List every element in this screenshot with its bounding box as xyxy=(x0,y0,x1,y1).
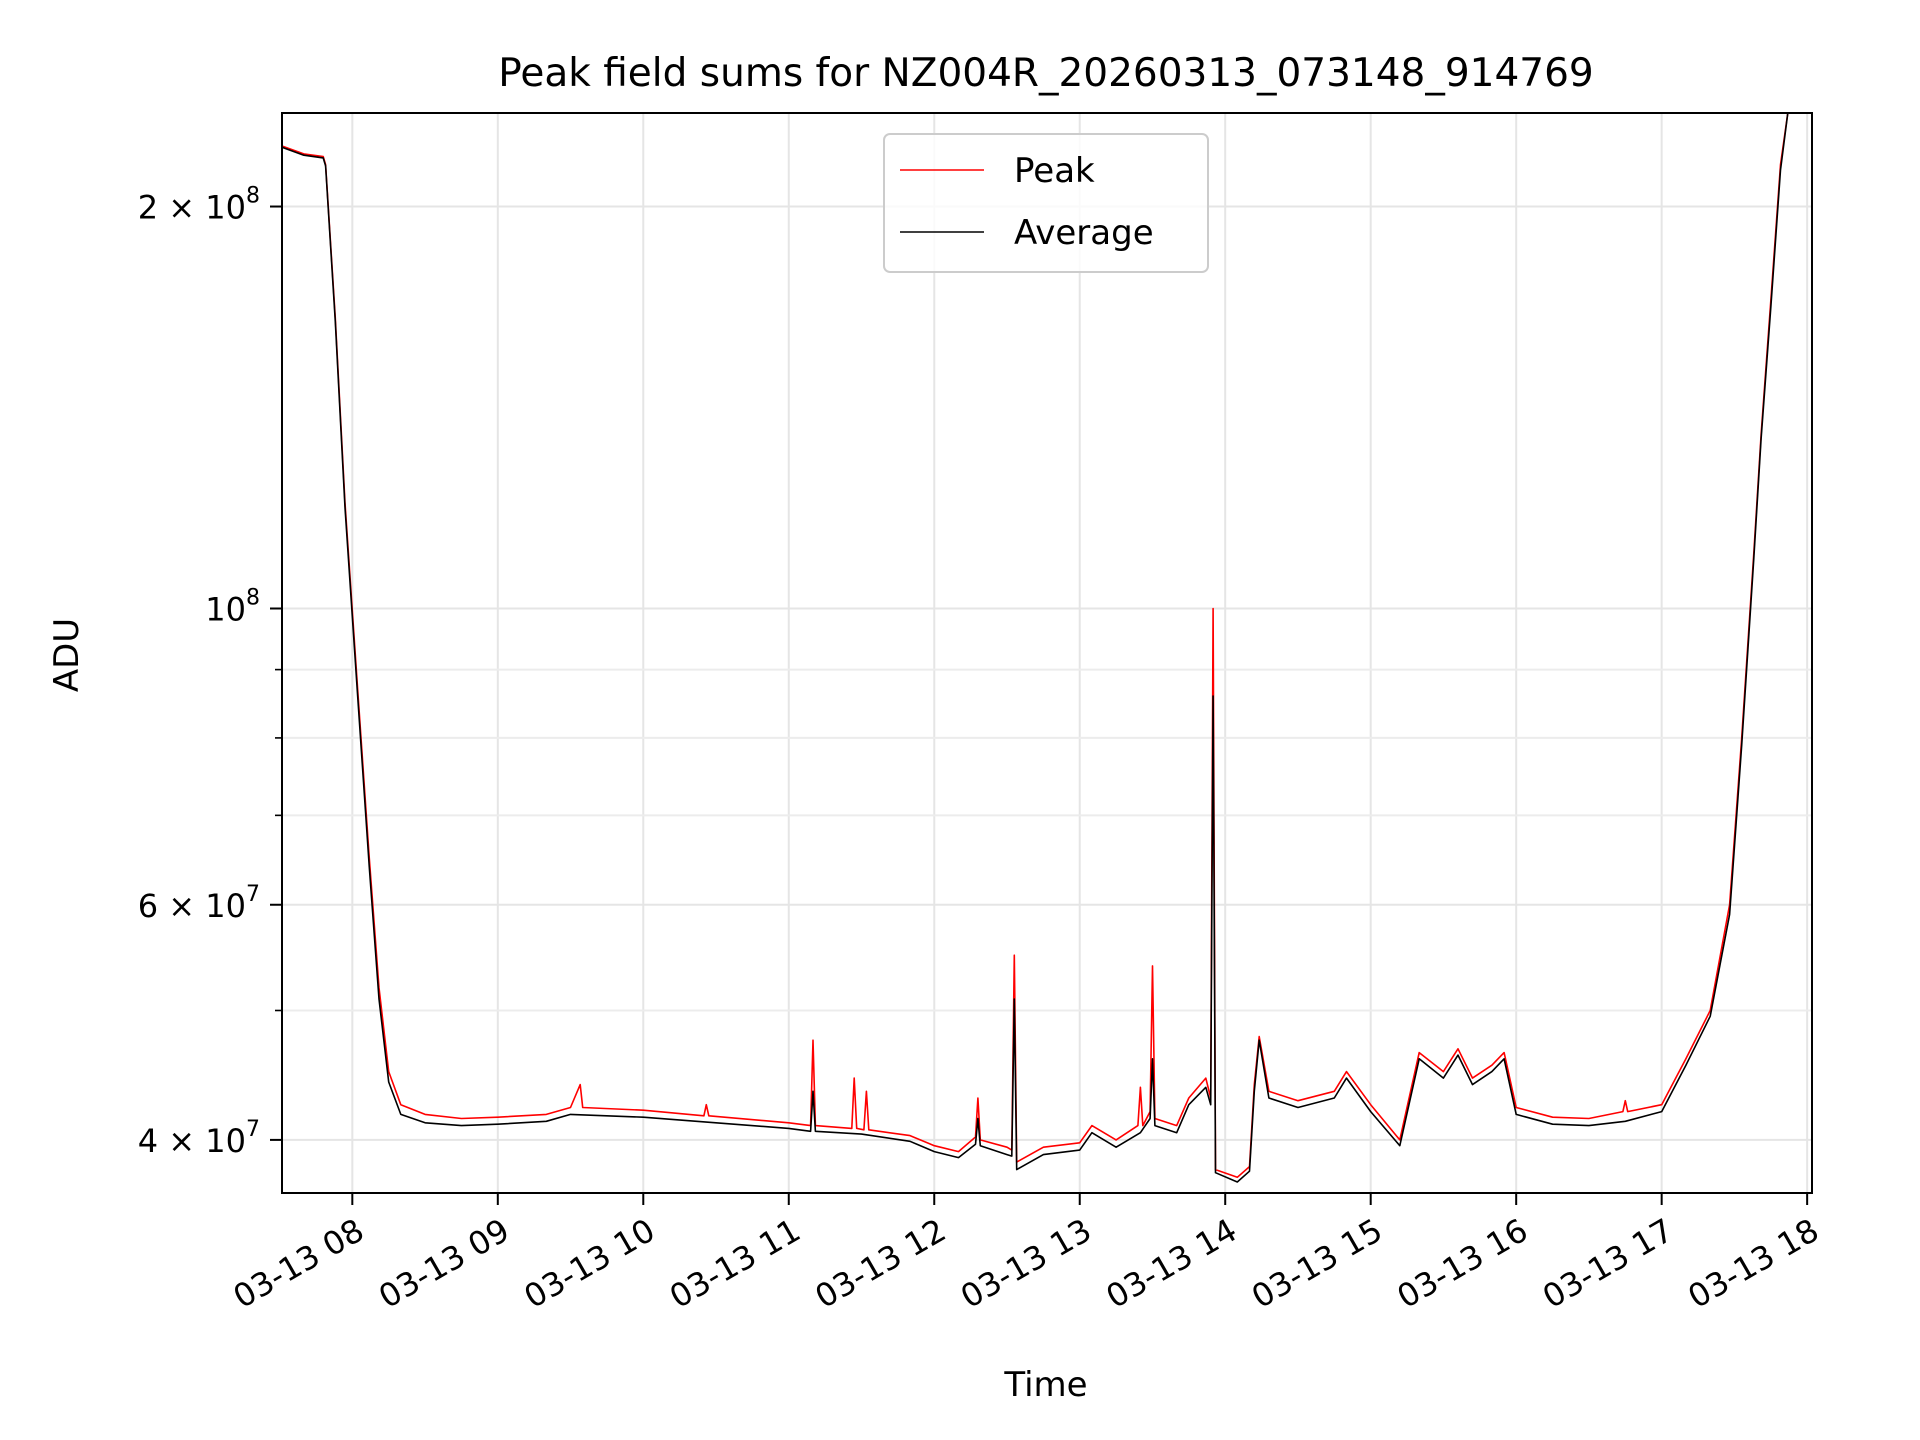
y-tick-mantissa: 2 × 10 xyxy=(138,189,246,227)
y-tick-label: 6 × 107 xyxy=(138,882,260,925)
y-tick-exponent: 8 xyxy=(246,184,260,209)
legend-average-label: Average xyxy=(1014,213,1154,253)
peak-series-line xyxy=(282,113,1789,1179)
plot-frame xyxy=(281,112,1813,1194)
legend-box xyxy=(883,133,1209,273)
legend-peak-label: Peak xyxy=(1014,151,1095,191)
y-tick-exponent: 8 xyxy=(246,586,260,611)
y-axis-label: ADU xyxy=(47,618,87,692)
legend: Peak Average xyxy=(883,133,1209,273)
y-tick-label: 2 × 108 xyxy=(138,184,260,227)
y-tick-mantissa: 4 × 10 xyxy=(138,1122,246,1160)
series-layer xyxy=(282,113,1789,1183)
y-tick-mantissa: 10 xyxy=(205,591,246,629)
y-tick-mantissa: 6 × 10 xyxy=(138,887,246,925)
x-axis-label: Time xyxy=(1003,1365,1087,1405)
y-tick-exponent: 7 xyxy=(246,1117,260,1142)
y-tick-exponent: 7 xyxy=(246,882,260,907)
average-series-line xyxy=(282,113,1789,1183)
chart-title: Peak field sums for NZ004R_20260313_0731… xyxy=(498,51,1594,96)
y-tick-label: 108 xyxy=(205,586,260,629)
y-tick-label: 4 × 107 xyxy=(138,1117,260,1160)
